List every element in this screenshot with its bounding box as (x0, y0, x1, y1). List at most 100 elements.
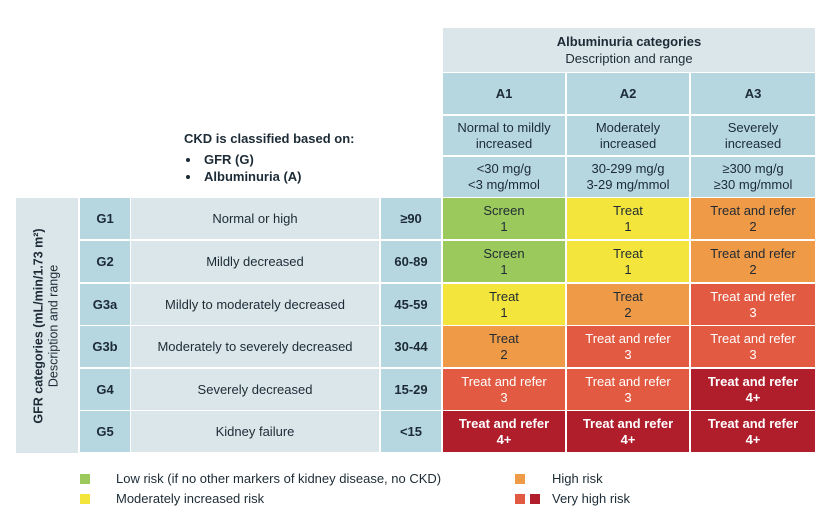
gfr-description-g1: Normal or high (131, 198, 379, 239)
legend-swatch-very-high-1 (515, 494, 525, 504)
risk-cell-g1-a1: Screen 1 (443, 198, 565, 239)
albuminuria-code-a1: A1 (443, 73, 565, 114)
legend-very-high-label: Very high risk (552, 491, 631, 506)
gfr-range-g1: ≥90 (381, 198, 441, 239)
risk-cell-g4-a2: Treat and refer 3 (567, 369, 689, 410)
ckd-list-item: Albuminuria (A) (186, 168, 302, 185)
ckd-title: CKD is classified based on: (184, 131, 355, 146)
ckd-item-gfr: GFR (G) (204, 152, 254, 167)
gfr-description-g2: Mildly decreased (131, 241, 379, 282)
gfr-code-g2: G2 (80, 241, 130, 282)
risk-cell-g4-a3: Treat and refer 4+ (691, 369, 815, 410)
gfr-code-g3a: G3a (80, 284, 130, 325)
risk-cell-g2-a2: Treat 1 (567, 241, 689, 282)
risk-cell-g3a-a1: Treat 1 (443, 284, 565, 325)
legend-swatch-moderate (80, 494, 90, 504)
gfr-label: GFR categories (mL/min/1.73 m²) (32, 227, 46, 424)
risk-cell-action: Treat (613, 289, 643, 304)
albuminuria-range-a1-mg: <30 mg/g (476, 161, 532, 176)
risk-cell-frequency: 2 (749, 219, 757, 234)
risk-cell-g4-a1: Treat and refer 3 (443, 369, 565, 410)
risk-cell-frequency: 2 (749, 262, 757, 277)
albuminuria-range-a1: <30 mg/g <3 mg/mmol (443, 157, 565, 197)
risk-cell-frequency: 1 (624, 219, 632, 234)
albuminuria-title: Albuminuria categories (556, 34, 702, 49)
legend-swatch-low (80, 474, 90, 484)
albuminuria-range-a1-mmol: <3 mg/mmol (468, 177, 540, 192)
legend-swatch-very-high-2 (530, 494, 540, 504)
risk-cell-action: Treat and refer (707, 374, 799, 389)
risk-cell-frequency: 3 (624, 347, 632, 362)
risk-cell-action: Treat (489, 331, 519, 346)
risk-cell-g3b-a2: Treat and refer 3 (567, 326, 689, 367)
risk-cell-g3b-a1: Treat 2 (443, 326, 565, 367)
risk-cell-frequency: 2 (624, 305, 632, 320)
risk-cell-action: Treat and refer (710, 331, 796, 346)
risk-cell-action: Treat and refer (710, 203, 796, 218)
risk-cell-action: Screen (483, 246, 525, 261)
risk-cell-frequency: 1 (624, 262, 632, 277)
risk-cell-g5-a2: Treat and refer 4+ (567, 411, 689, 452)
albuminuria-desc-a2: Moderately increased (567, 116, 689, 155)
risk-cell-action: Treat and refer (582, 416, 674, 431)
legend-moderate-label: Moderately increased risk (116, 491, 265, 506)
risk-cell-g5-a1: Treat and refer 4+ (443, 411, 565, 452)
risk-cell-action: Screen (483, 203, 525, 218)
gfr-code-g4: G4 (80, 369, 130, 410)
gfr-range-g5: <15 (381, 411, 441, 452)
risk-cell-frequency: 3 (624, 390, 632, 405)
risk-cell-g2-a3: Treat and refer 2 (691, 241, 815, 282)
albuminuria-range-a3-mg: ≥300 mg/g (722, 161, 784, 176)
risk-cell-frequency: 3 (749, 305, 757, 320)
albuminuria-range-a3: ≥300 mg/g ≥30 mg/mmol (691, 157, 815, 197)
gfr-range-g4: 15-29 (381, 369, 441, 410)
risk-cell-action: Treat and refer (585, 331, 671, 346)
risk-cell-frequency: 1 (500, 219, 508, 234)
risk-cell-g2-a1: Screen 1 (443, 241, 565, 282)
gfr-code-g5: G5 (80, 411, 130, 452)
risk-cell-frequency: 3 (500, 390, 508, 405)
risk-cell-action: Treat (613, 246, 643, 261)
albuminuria-code-a3: A3 (691, 73, 815, 114)
risk-cell-action: Treat and refer (707, 416, 799, 431)
risk-cell-g3b-a3: Treat and refer 3 (691, 326, 815, 367)
legend-low-label: Low risk (if no other markers of kidney … (116, 471, 442, 486)
albuminuria-range-a3-mmol: ≥30 mg/mmol (713, 177, 793, 192)
risk-cell-frequency: 4+ (745, 390, 761, 405)
legend-high-label: High risk (552, 471, 603, 486)
gfr-range-g2: 60-89 (381, 241, 441, 282)
gfr-description-g5: Kidney failure (131, 411, 379, 452)
risk-cell-action: Treat and refer (461, 374, 547, 389)
ckd-item-albuminuria: Albuminuria (A) (204, 169, 302, 184)
gfr-range-g3b: 30-44 (381, 326, 441, 367)
risk-cell-frequency: 3 (749, 347, 757, 362)
gfr-range-g3a: 45-59 (381, 284, 441, 325)
albuminuria-desc-a1: Normal to mildly increased (443, 116, 565, 155)
albuminuria-header: Albuminuria categories Description and r… (443, 28, 815, 72)
albuminuria-desc-a3: Severely increased (691, 116, 815, 155)
risk-cell-g5-a3: Treat and refer 4+ (691, 411, 815, 452)
bullet-icon (186, 174, 190, 179)
risk-cell-frequency: 4+ (620, 432, 636, 447)
risk-cell-g3a-a3: Treat and refer 3 (691, 284, 815, 325)
albuminuria-code-a2: A2 (567, 73, 689, 114)
gfr-code-g3b: G3b (80, 326, 130, 367)
risk-cell-frequency: 4+ (496, 432, 512, 447)
gfr-description-g3b: Moderately to severely decreased (131, 326, 379, 367)
risk-cell-action: Treat (613, 203, 643, 218)
gfr-description-g4: Severely decreased (131, 369, 379, 410)
risk-cell-action: Treat and refer (710, 246, 796, 261)
bullet-icon (186, 157, 190, 162)
legend-swatch-high (515, 474, 525, 484)
albuminuria-range-a2-mmol: 3-29 mg/mmol (586, 177, 670, 192)
risk-cell-frequency: 4+ (745, 432, 761, 447)
albuminuria-range-a2: 30-299 mg/g 3-29 mg/mmol (567, 157, 689, 197)
albuminuria-range-a2-mg: 30-299 mg/g (591, 161, 665, 176)
risk-cell-action: Treat and refer (458, 416, 550, 431)
ckd-list-item: GFR (G) (186, 151, 302, 168)
risk-cell-frequency: 2 (500, 347, 508, 362)
risk-cell-g3a-a2: Treat 2 (567, 284, 689, 325)
risk-cell-action: Treat (489, 289, 519, 304)
risk-cell-g1-a3: Treat and refer 2 (691, 198, 815, 239)
risk-cell-frequency: 1 (500, 262, 508, 277)
